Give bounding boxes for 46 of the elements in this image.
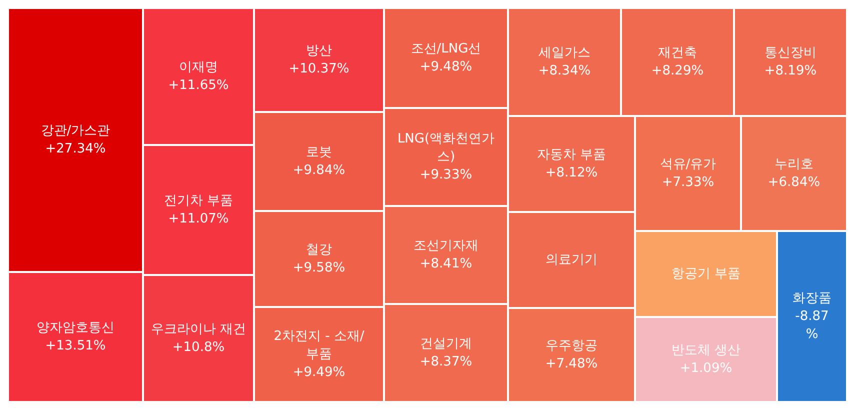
- category-label: 양자암호통신: [36, 320, 114, 336]
- data-label: +13.51%: [45, 338, 106, 354]
- category-label: 자동차 부품: [536, 148, 606, 163]
- data-label: +8.41%: [420, 256, 472, 272]
- data-label: +9.33%: [420, 168, 472, 183]
- category-label: 강관/가스관: [40, 124, 110, 139]
- category-label: 반도체 생산: [671, 343, 741, 358]
- category-label: 로봇: [306, 145, 332, 160]
- data-label: +7.33%: [662, 175, 714, 190]
- category-label: 누리호: [774, 157, 814, 172]
- category-label: 조선기자재: [414, 238, 478, 254]
- data-label: -8.87%: [795, 309, 829, 342]
- data-label: +10.37%: [288, 62, 350, 77]
- category-label: 건설기계: [420, 336, 472, 352]
- category-label: 우크라이나 재건: [150, 322, 246, 338]
- data-label: +9.48%: [420, 60, 472, 75]
- data-label: +8.34%: [538, 64, 591, 79]
- data-label: +11.65%: [168, 78, 229, 94]
- category-label: 항공기 부품: [671, 266, 741, 282]
- category-label: 우주항공: [546, 338, 598, 354]
- category-label: 재건축: [658, 46, 697, 61]
- category-label: 조선/LNG선: [410, 42, 482, 57]
- category-label: 화장품: [792, 291, 832, 306]
- data-label: +1.09%: [680, 361, 732, 376]
- data-label: +8.37%: [420, 354, 472, 370]
- data-label: +9.84%: [292, 163, 346, 178]
- category-label: 의료기기: [546, 252, 598, 268]
- data-label: +6.84%: [768, 175, 820, 190]
- data-label: +9.58%: [292, 260, 346, 276]
- data-label: +27.34%: [45, 142, 106, 157]
- category-label: 철강: [306, 242, 332, 258]
- category-label: LNG(액화천연가스): [397, 132, 495, 165]
- category-label: 통신장비: [764, 46, 816, 61]
- data-label: +8.12%: [545, 166, 598, 181]
- data-label: +8.29%: [651, 64, 704, 79]
- category-label: 이재명: [179, 60, 218, 76]
- data-label: +9.49%: [292, 365, 346, 380]
- category-label: 석유/유가: [660, 157, 716, 172]
- data-label: +7.48%: [545, 356, 598, 372]
- data-label: +10.8%: [172, 340, 225, 356]
- category-label: 세일가스: [538, 46, 590, 61]
- data-label: +8.19%: [764, 64, 817, 79]
- data-label: +11.07%: [168, 212, 229, 227]
- category-label: 방산: [306, 44, 332, 59]
- category-label: 전기차 부품: [164, 194, 234, 209]
- category-label: 2차전지 - 소재/부품: [274, 329, 365, 362]
